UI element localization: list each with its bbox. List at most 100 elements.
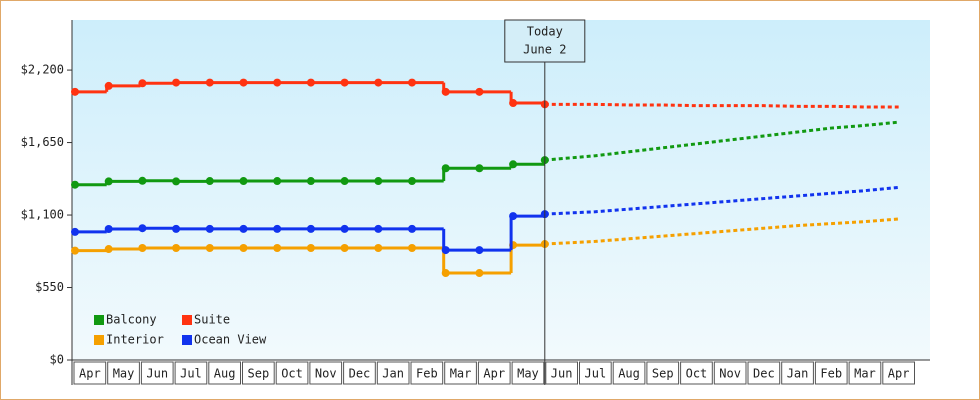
price-point — [138, 79, 147, 88]
x-tick-label: Nov — [719, 367, 741, 381]
legend-swatch — [94, 315, 104, 325]
legend-label: Suite — [194, 313, 230, 327]
x-cell — [545, 361, 578, 385]
price-point — [374, 177, 383, 186]
price-point — [374, 243, 383, 252]
x-cell — [511, 361, 545, 385]
x-cell — [174, 361, 208, 385]
x-cell — [444, 361, 477, 385]
legend-label: Ocean View — [194, 333, 267, 347]
x-tick-label: Oct — [281, 367, 303, 381]
price-point — [340, 78, 349, 87]
x-tick-label: Feb — [820, 367, 842, 381]
price-point — [104, 245, 113, 254]
y-tick-label: $0 — [50, 353, 64, 367]
price-point — [441, 246, 450, 255]
legend-label: Interior — [106, 333, 164, 347]
x-cell — [343, 361, 376, 385]
y-tick-label: $1,100 — [21, 208, 64, 222]
legend-label: Balcony — [106, 313, 157, 327]
forecast-line — [544, 185, 899, 216]
price-point — [475, 87, 484, 96]
price-point — [408, 224, 416, 233]
price-point — [509, 212, 518, 221]
today-box — [504, 19, 586, 63]
x-cell — [882, 361, 915, 385]
price-point — [273, 224, 282, 233]
price-point — [374, 224, 383, 233]
x-tick-label: May — [113, 367, 135, 381]
price-point — [205, 177, 214, 186]
forecast-line — [544, 102, 899, 109]
x-cell — [747, 361, 781, 385]
x-tick-label: Jul — [180, 367, 202, 381]
x-cell — [208, 361, 242, 385]
x-cell — [612, 361, 646, 385]
today-label: June 2 — [523, 43, 566, 57]
x-cell — [646, 361, 680, 385]
price-point — [239, 224, 248, 233]
price-point — [408, 78, 416, 87]
x-cell — [814, 361, 848, 385]
x-cell — [107, 361, 140, 385]
price-point — [374, 78, 383, 87]
price-point — [408, 177, 416, 186]
price-point — [71, 180, 79, 189]
legend-swatch — [94, 335, 104, 345]
price-point — [441, 269, 450, 278]
x-tick-label: Mar — [854, 367, 876, 381]
x-tick-label: Oct — [686, 367, 708, 381]
price-point — [441, 87, 450, 96]
x-cell — [680, 361, 713, 385]
x-tick-label: May — [517, 367, 539, 381]
price-point — [273, 177, 282, 186]
price-point — [172, 177, 181, 186]
plot-area — [72, 20, 930, 360]
forecast-line — [544, 217, 899, 246]
x-cell — [848, 361, 882, 385]
x-tick-label: Sep — [248, 367, 270, 381]
price-point — [273, 78, 282, 87]
price-point — [340, 177, 349, 186]
x-cell — [477, 361, 511, 385]
x-cell — [781, 361, 814, 385]
price-point — [71, 227, 79, 236]
x-tick-label: Sep — [652, 367, 674, 381]
legend-swatch — [182, 315, 192, 325]
x-tick-label: Dec — [349, 367, 371, 381]
x-tick-label: Dec — [753, 367, 775, 381]
x-tick-label: Aug — [214, 367, 236, 381]
x-tick-label: Jul — [585, 367, 607, 381]
price-point — [71, 246, 79, 255]
y-tick-label: $2,200 — [21, 63, 64, 77]
price-point — [138, 176, 147, 185]
price-point — [306, 78, 315, 87]
x-cell — [376, 361, 410, 385]
price-point — [138, 243, 147, 252]
price-point — [239, 177, 248, 186]
x-cell — [579, 361, 612, 385]
y-tick-label: $1,650 — [21, 135, 64, 149]
x-cell — [309, 361, 343, 385]
price-point — [340, 224, 349, 233]
forecast-line — [544, 120, 899, 162]
price-point — [71, 87, 79, 96]
price-point — [273, 243, 282, 252]
x-tick-label: Apr — [79, 367, 101, 381]
x-tick-label: Jun — [551, 367, 573, 381]
x-tick-label: Mar — [450, 367, 472, 381]
x-tick-label: Apr — [483, 367, 505, 381]
x-tick-label: Feb — [416, 367, 438, 381]
price-point — [239, 243, 248, 252]
x-cell — [275, 361, 309, 385]
price-point — [509, 160, 518, 169]
x-tick-label: Jan — [382, 367, 404, 381]
x-cell — [73, 361, 107, 385]
price-point — [104, 177, 113, 186]
price-point — [205, 78, 214, 87]
x-cell — [242, 361, 275, 385]
x-cell — [713, 361, 747, 385]
price-point — [306, 243, 315, 252]
price-point — [138, 224, 147, 233]
